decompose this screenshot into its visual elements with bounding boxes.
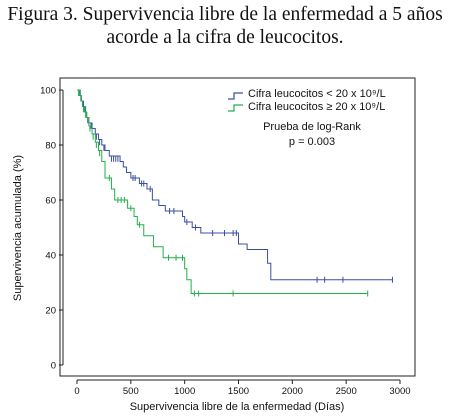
y-tick-label: 60 — [45, 196, 56, 207]
y-tick-label: 80 — [45, 141, 56, 152]
plot-frame — [59, 77, 416, 377]
y-tick-label: 20 — [45, 306, 56, 317]
figure-caption: Figura 3. Supervivencia libre de la enfe… — [0, 3, 450, 49]
legend-label-series-2: Cifra leucocitos ≥ 20 x 10⁹/L — [248, 101, 385, 113]
x-tick-label: 2500 — [336, 386, 357, 397]
x-axis-label: Supervivencia libre de la enfermedad (Dí… — [130, 401, 345, 413]
y-tick-label: 100 — [40, 86, 56, 97]
x-tick-label: 1000 — [174, 386, 195, 397]
figure-caption-line2: acorde a la cifra de leucocitos. — [106, 27, 344, 48]
series-2 — [77, 89, 369, 297]
x-tick-label: 3000 — [389, 386, 410, 397]
series-layer — [77, 89, 393, 297]
series-1-survival-line — [77, 89, 393, 281]
x-tick-label: 500 — [123, 386, 139, 397]
x-tick-label: 0 — [74, 386, 79, 397]
y-tick-label: 0 — [51, 361, 56, 372]
series-1 — [77, 89, 393, 283]
legend-swatch-series-1 — [228, 92, 243, 100]
series-2-survival-line — [77, 89, 368, 294]
legend-label-series-1: Cifra leucocitos < 20 x 10⁹/L — [248, 88, 386, 100]
annotation-p-value: p = 0.003 — [289, 136, 335, 148]
annotation-test-name: Prueba de log-Rank — [263, 121, 361, 133]
y-axis-label: Supervivencia acumulada (%) — [12, 155, 24, 301]
y-tick-label: 40 — [45, 251, 56, 262]
legend-swatch-series-2 — [228, 104, 243, 112]
x-tick-label: 2000 — [282, 386, 303, 397]
legend: Cifra leucocitos < 20 x 10⁹/L Cifra leuc… — [228, 88, 386, 148]
figure-caption-line1: Figura 3. Supervivencia libre de la enfe… — [7, 4, 443, 25]
x-tick-label: 1500 — [228, 386, 249, 397]
